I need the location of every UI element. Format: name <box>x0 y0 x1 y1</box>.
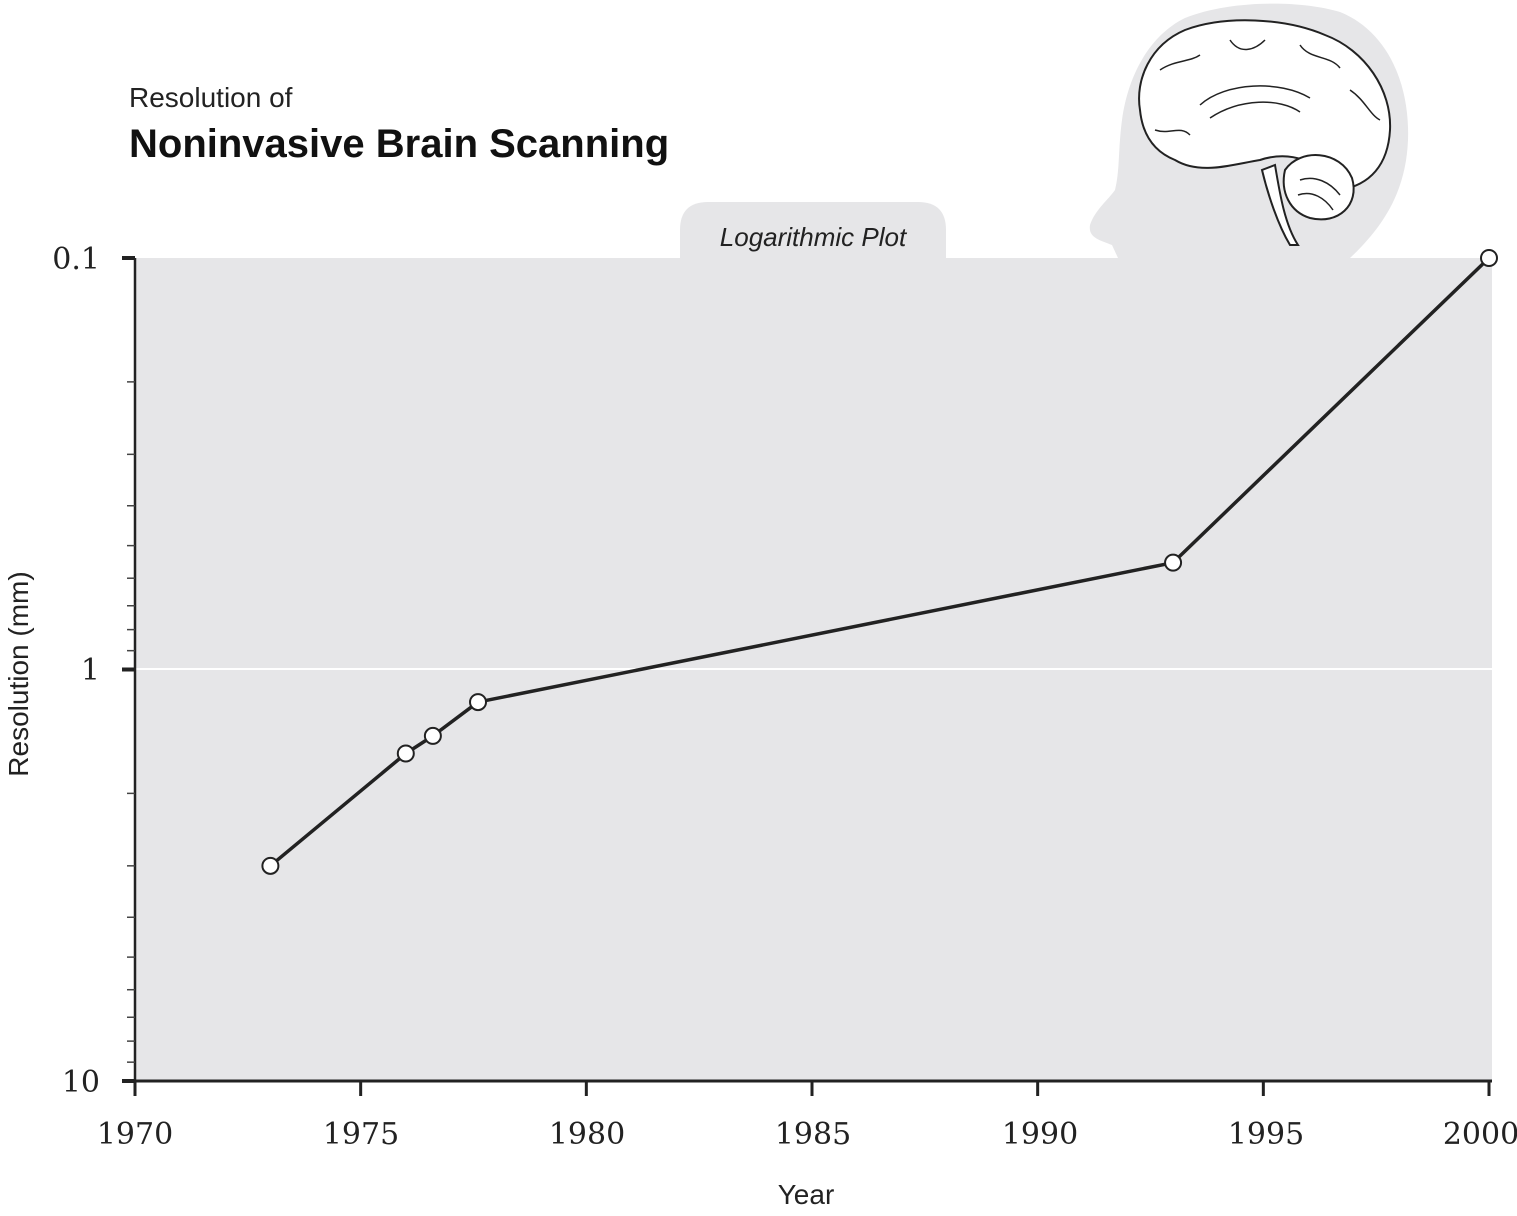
y-tick-label: 1 <box>81 653 100 688</box>
data-point <box>396 744 415 763</box>
brain-head-illustration <box>1089 3 1409 259</box>
data-point <box>469 693 488 712</box>
x-tick-label: 2000 <box>1443 1117 1517 1152</box>
data-point <box>423 726 442 745</box>
series <box>261 249 1498 875</box>
chart-subtitle: Resolution of <box>129 82 293 113</box>
data-point <box>1480 249 1498 267</box>
logarithmic-plot-badge: Logarithmic Plot <box>680 202 946 258</box>
x-tick-label: 1990 <box>1002 1117 1078 1152</box>
x-axis-ticks <box>133 1081 1491 1096</box>
badge-label: Logarithmic Plot <box>720 222 908 252</box>
series-line <box>269 256 1491 868</box>
x-axis-label: Year <box>778 1179 835 1210</box>
data-point <box>261 856 280 875</box>
y-tick-label: 10 <box>62 1065 100 1100</box>
chart-title: Noninvasive Brain Scanning <box>129 122 670 166</box>
data-point <box>1164 553 1183 572</box>
x-tick-label: 1970 <box>97 1117 173 1152</box>
x-tick-label: 1975 <box>323 1117 399 1152</box>
x-tick-label: 1980 <box>549 1117 625 1152</box>
y-axis-label: Resolution (mm) <box>3 571 34 776</box>
y-tick-label: 0.1 <box>52 242 100 277</box>
x-tick-label: 1995 <box>1228 1117 1304 1152</box>
y-axis-ticks <box>122 256 135 1083</box>
x-tick-label: 1985 <box>775 1117 851 1152</box>
